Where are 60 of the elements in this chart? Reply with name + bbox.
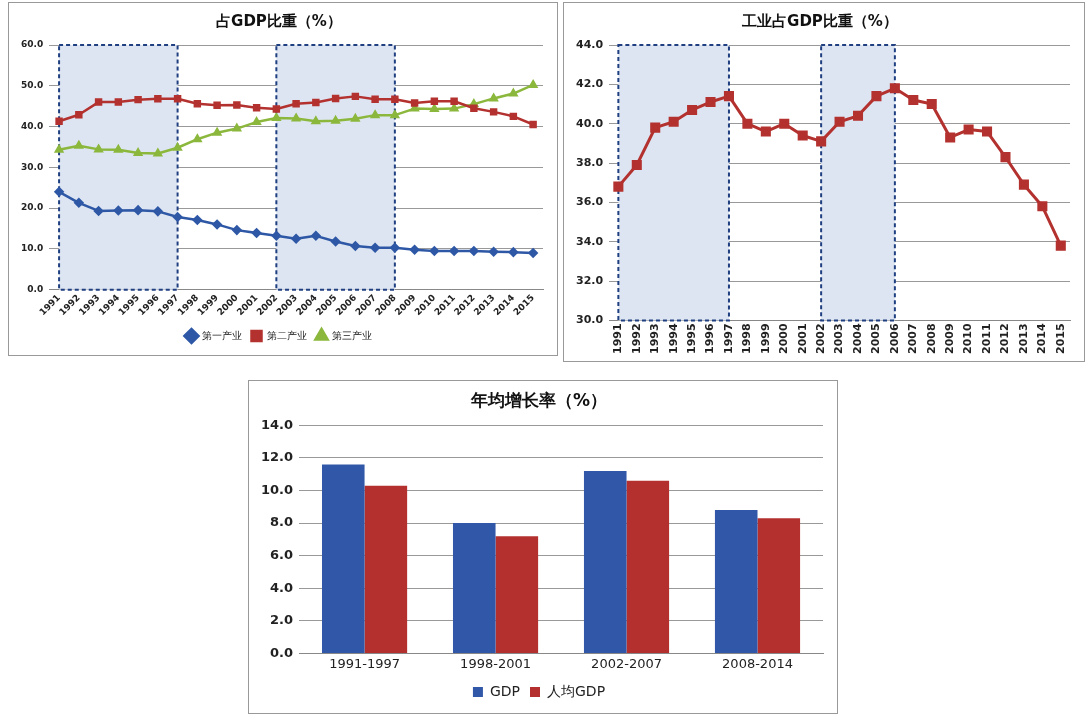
x-tick-label: 1992 (629, 323, 643, 355)
legend-label: 第二产业 (266, 329, 307, 341)
x-tick-label: 2003 (832, 323, 846, 355)
chart-title: 工业占GDP比重（%） (741, 11, 898, 30)
chart-title: 年均增长率（%） (469, 389, 608, 410)
y-tick-label: 10.0 (20, 243, 44, 254)
y-tick-label: 0.0 (27, 283, 44, 294)
y-tick-label: 2.0 (270, 612, 294, 628)
x-tick-label: 2002-2007 (591, 655, 662, 671)
y-tick-label: 60.0 (20, 39, 44, 50)
y-tick-label: 38.0 (576, 155, 604, 169)
x-tick-label: 1998-2001 (460, 655, 531, 671)
y-tick-label: 0.0 (270, 644, 294, 660)
y-tick-label: 12.0 (261, 449, 294, 465)
x-tick-label: 2008 (924, 323, 938, 355)
y-tick-label: 14.0 (261, 416, 294, 432)
y-tick-label: 40.0 (576, 116, 604, 130)
legend-label: GDP (489, 682, 521, 699)
x-tick-label: 2013 (1016, 323, 1030, 355)
y-tick-label: 30.0 (20, 161, 44, 172)
x-tick-label: 2002 (814, 323, 827, 355)
x-tick-label: 2005 (869, 323, 883, 355)
y-tick-label: 44.0 (576, 37, 604, 51)
x-tick-label: 2010 (961, 323, 975, 355)
y-tick-label: 40.0 (20, 120, 44, 131)
y-tick-label: 32.0 (576, 273, 604, 287)
x-tick-label: 2011 (979, 323, 993, 355)
x-tick-label: 2014 (1035, 323, 1049, 355)
legend-label: 第一产业 (201, 329, 242, 341)
y-tick-label: 42.0 (576, 77, 604, 91)
x-tick-label: 2007 (906, 323, 920, 355)
x-tick-label: 1991-1997 (329, 655, 400, 671)
x-tick-label: 1996 (703, 323, 717, 355)
y-tick-label: 20.0 (20, 202, 44, 213)
x-tick-label: 2008-2014 (722, 655, 793, 671)
y-tick-label: 36.0 (576, 195, 604, 209)
x-tick-label: 2006 (887, 323, 901, 355)
x-tick-label: 2015 (1053, 323, 1067, 355)
x-tick-label: 1994 (666, 323, 680, 355)
x-tick-label: 1991 (611, 323, 625, 355)
x-tick-label: 2004 (850, 323, 864, 355)
y-tick-label: 34.0 (576, 234, 604, 248)
x-tick-label: 2012 (998, 323, 1012, 355)
y-tick-label: 4.0 (270, 579, 294, 595)
x-tick-label: 1998 (740, 323, 754, 355)
y-tick-label: 50.0 (20, 80, 44, 91)
x-tick-label: 1999 (758, 323, 772, 355)
x-tick-label: 1993 (648, 323, 662, 355)
y-tick-label: 6.0 (270, 547, 294, 563)
x-tick-label: 1995 (684, 323, 698, 355)
y-tick-label: 8.0 (270, 514, 294, 530)
x-tick-label: 2009 (943, 323, 957, 355)
x-tick-label: 2000 (777, 323, 791, 355)
y-tick-label: 30.0 (576, 313, 604, 327)
legend-label: 人均GDP (547, 682, 606, 699)
legend-label: 第三产业 (331, 329, 372, 341)
y-tick-label: 10.0 (261, 481, 294, 497)
x-tick-label: 1997 (721, 323, 735, 355)
x-tick-label: 2001 (795, 323, 809, 355)
chart-title: 占GDP比重（%） (216, 11, 342, 30)
